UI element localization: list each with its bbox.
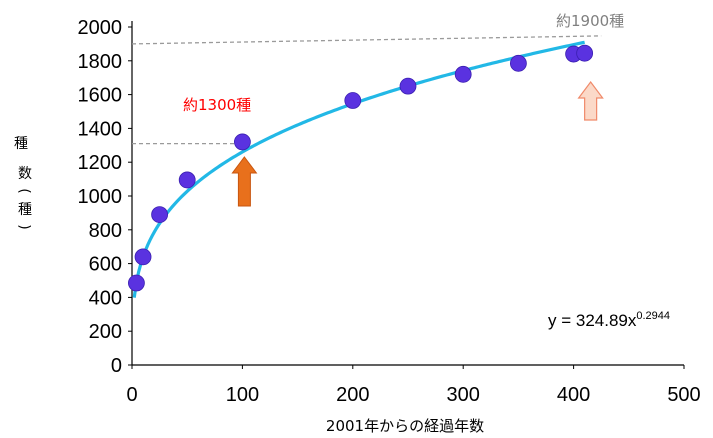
fit-equation: y = 324.89x0.2944: [548, 310, 670, 330]
x-tick-label: 200: [336, 384, 369, 406]
annotation-1300: 約1300種: [183, 96, 251, 114]
y-axis-label-char: 数: [18, 166, 32, 182]
x-tick-label: 400: [557, 384, 590, 406]
y-axis-label-char: 種: [18, 202, 32, 218]
data-point: [399, 77, 417, 95]
y-tick-label: 600: [89, 254, 122, 276]
y-tick-label: 1600: [78, 85, 123, 107]
annotation-lines: [131, 35, 602, 145]
arrows: [231, 81, 604, 207]
y-tick-label: 1400: [78, 118, 123, 140]
data-point: [510, 54, 527, 72]
y-tick-label: 200: [89, 321, 122, 343]
data-points: [128, 44, 594, 292]
fit-equation-exponent: 0.2944: [636, 310, 670, 322]
annotation-1900: 約1900種: [556, 12, 624, 30]
y-tick-label: 1000: [78, 186, 123, 208]
annotation-guide-line: [131, 35, 602, 45]
x-tick-label: 300: [447, 384, 480, 406]
data-point: [233, 133, 251, 151]
x-tick-label: 100: [226, 384, 259, 406]
fit-equation-base: y = 324.89x: [548, 311, 637, 330]
fit-curve-group: [132, 40, 585, 298]
arrow-up-icon: [231, 156, 258, 207]
y-axis-label-char: 種: [14, 136, 28, 152]
fit-curve: [132, 40, 585, 298]
x-tick-label: 500: [667, 384, 700, 406]
data-point: [134, 248, 152, 266]
arrow-up-icon: [577, 81, 604, 121]
data-point: [454, 65, 472, 83]
data-point: [128, 274, 145, 292]
x-tick-label: 0: [126, 384, 137, 406]
y-axis-label: 種数(種): [14, 136, 32, 230]
y-axis-label-char: (: [16, 188, 32, 193]
y-tick-label: 1200: [78, 152, 123, 174]
y-tick-label: 0: [111, 355, 122, 377]
y-tick-label: 2000: [78, 17, 123, 39]
x-axis-label: 2001年からの経過年数: [326, 417, 484, 435]
data-point: [151, 206, 169, 223]
y-axis-label-char: ): [16, 224, 32, 229]
tick-labels: 0 200 400 600 800 1000 1200 1400 1600 1800 2000 0 10…: [78, 17, 701, 406]
y-tick-label: 400: [89, 287, 122, 309]
y-tick-label: 800: [89, 220, 122, 242]
axes: [128, 21, 685, 369]
data-point: [576, 44, 594, 62]
data-point: [344, 92, 362, 109]
data-point: [178, 171, 196, 189]
y-tick-label: 1800: [78, 51, 123, 73]
